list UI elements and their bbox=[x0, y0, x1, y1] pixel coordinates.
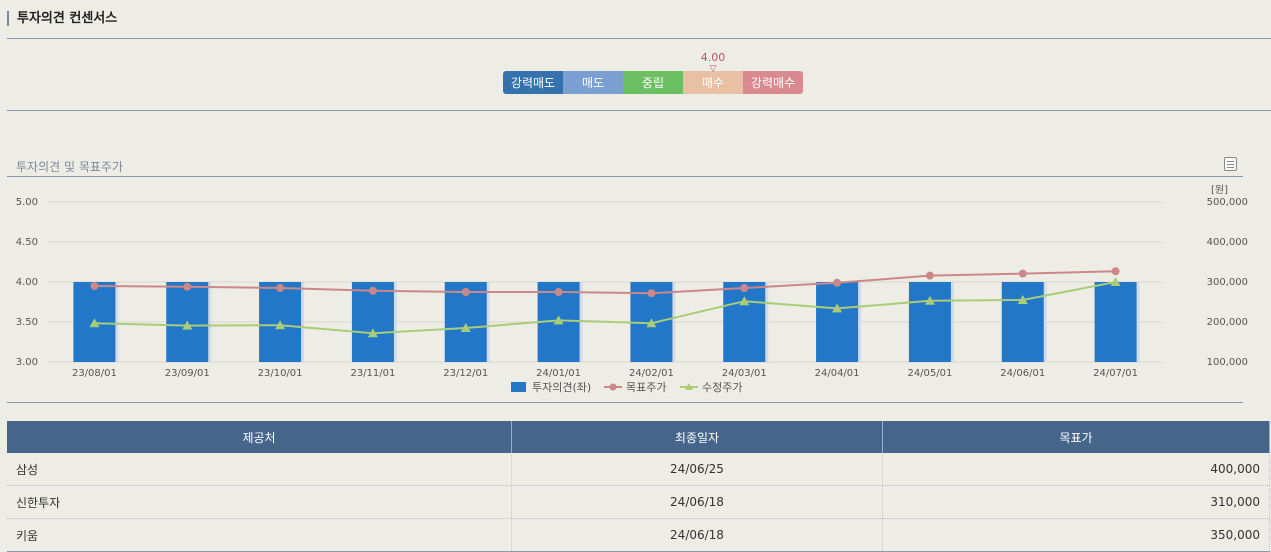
adjusted-price-point bbox=[739, 296, 750, 306]
table-row: 삼성 24/06/25 400,000 bbox=[7, 453, 1270, 486]
target-price-point bbox=[740, 284, 749, 292]
target-price-point bbox=[276, 284, 285, 292]
target-price-point bbox=[1111, 267, 1120, 276]
right-axis-tick-label: 200,000 bbox=[1207, 317, 1248, 328]
opinion-marker-icon: ▽ bbox=[709, 64, 717, 74]
adjusted-price-point bbox=[182, 320, 193, 330]
adjusted-price-point bbox=[646, 318, 657, 328]
adjusted-price-point bbox=[275, 320, 286, 330]
opinion-bar bbox=[1001, 282, 1044, 362]
adjusted-price-point bbox=[832, 303, 843, 313]
left-axis-tick-label: 3.00 bbox=[16, 357, 38, 368]
adjusted-price-point bbox=[1110, 277, 1121, 286]
right-axis-tick-label: 400,000 bbox=[1207, 237, 1248, 248]
opinion-bar bbox=[816, 282, 859, 362]
opinion-scale: 강력매도 매도 중립 매수 강력매수 bbox=[503, 71, 803, 94]
header-last-date: 최종일자 bbox=[511, 421, 883, 453]
adjusted-price-point bbox=[460, 323, 471, 332]
right-axis-unit: [원] bbox=[1211, 184, 1228, 196]
x-axis-tick-label: 24/01/01 bbox=[536, 368, 581, 379]
adjusted-price-point bbox=[924, 295, 935, 305]
x-axis-tick-label: 23/08/01 bbox=[72, 368, 117, 379]
opinion-segment: 중립 bbox=[623, 71, 683, 94]
opinion-segment: 매수 bbox=[683, 71, 743, 94]
legend-swatch-point bbox=[685, 383, 693, 390]
target-price-point bbox=[368, 286, 377, 295]
opinion-segment: 강력매수 bbox=[743, 71, 803, 94]
left-axis-tick-label: 4.00 bbox=[16, 277, 38, 288]
target-price-point bbox=[1018, 269, 1027, 278]
x-axis-tick-label: 24/05/01 bbox=[907, 368, 952, 379]
target-price-line bbox=[94, 270, 1116, 295]
target-price-cell: 400,000 bbox=[882, 453, 1270, 486]
chart-bottom-divider bbox=[7, 402, 1243, 403]
left-axis-tick-label: 3.50 bbox=[16, 317, 38, 328]
target-price-point bbox=[554, 288, 563, 296]
target-price-point bbox=[647, 289, 656, 298]
adjusted-price-point bbox=[367, 328, 378, 338]
header-target-price: 목표가 bbox=[882, 421, 1270, 453]
table-header-row: 제공처 최종일자 목표가 bbox=[7, 421, 1270, 453]
target-price-point bbox=[833, 278, 842, 287]
legend-label: 목표주가 bbox=[626, 381, 666, 394]
consensus-table: 제공처 최종일자 목표가 삼성 24/06/25 400,000 신한투자 24… bbox=[7, 421, 1270, 552]
header-provider: 제공처 bbox=[7, 421, 512, 453]
x-axis-tick-label: 24/06/01 bbox=[1000, 368, 1045, 379]
date-cell: 24/06/18 bbox=[511, 485, 883, 519]
opinion-bar bbox=[1094, 282, 1137, 362]
x-axis-tick-label: 24/07/01 bbox=[1093, 368, 1138, 379]
opinion-segment: 매도 bbox=[563, 71, 623, 94]
target-price-point bbox=[183, 282, 192, 291]
left-axis-tick-label: 5.00 bbox=[16, 197, 38, 208]
date-cell: 24/06/18 bbox=[511, 518, 883, 552]
provider-cell: 키움 bbox=[7, 518, 512, 552]
adjusted-price-point bbox=[553, 315, 564, 325]
scale-divider bbox=[7, 110, 1271, 111]
opinion-target-price-chart: 3.00 3.50 4.00 4.50 5.00 100,000 200,000 300,00… bbox=[16, 184, 1248, 394]
x-axis-tick-label: 24/03/01 bbox=[722, 368, 767, 379]
x-axis-tick-label: 24/02/01 bbox=[629, 368, 674, 379]
left-axis-tick-label: 4.50 bbox=[16, 237, 38, 248]
adjusted-price-line bbox=[94, 281, 1116, 335]
chart-section-title: 투자의견 및 목표주가 bbox=[16, 160, 123, 174]
target-price-cell: 350,000 bbox=[882, 518, 1270, 552]
right-axis-tick-label: 300,000 bbox=[1207, 277, 1248, 288]
legend-swatch-point bbox=[609, 383, 617, 391]
x-axis-tick-label: 23/12/01 bbox=[443, 368, 488, 379]
x-axis-tick-label: 23/10/01 bbox=[258, 368, 303, 379]
title-divider bbox=[7, 38, 1271, 39]
provider-cell: 삼성 bbox=[7, 453, 512, 486]
adjusted-price-point bbox=[89, 318, 100, 328]
document-icon[interactable] bbox=[1224, 157, 1237, 171]
table-row: 키움 24/06/18 350,000 bbox=[7, 518, 1270, 552]
opinion-bar bbox=[351, 282, 394, 362]
chart-title-divider bbox=[7, 176, 1243, 177]
target-price-point bbox=[461, 288, 470, 296]
x-axis-tick-label: 24/04/01 bbox=[815, 368, 860, 379]
opinion-bar bbox=[908, 282, 951, 362]
target-price-point bbox=[90, 282, 99, 290]
legend-swatch-bar bbox=[511, 382, 526, 392]
legend-label: 수정주가 bbox=[702, 381, 742, 394]
table-row: 신한투자 24/06/18 310,000 bbox=[7, 485, 1270, 519]
adjusted-price-point bbox=[1017, 295, 1028, 304]
provider-cell: 신한투자 bbox=[7, 485, 512, 519]
x-axis-tick-label: 23/09/01 bbox=[165, 368, 210, 379]
date-cell: 24/06/25 bbox=[511, 453, 883, 486]
section-title: 투자의견 컨센서스 bbox=[7, 11, 117, 26]
right-axis-tick-label: 500,000 bbox=[1207, 197, 1248, 208]
target-price-point bbox=[925, 271, 934, 280]
opinion-bar bbox=[723, 282, 766, 362]
opinion-current-value: 4.00 bbox=[700, 51, 726, 64]
legend-label: 투자의견(좌) bbox=[532, 381, 591, 394]
opinion-segment: 강력매도 bbox=[503, 71, 563, 94]
x-axis-tick-label: 23/11/01 bbox=[350, 368, 395, 379]
target-price-cell: 310,000 bbox=[882, 485, 1270, 519]
right-axis-tick-label: 100,000 bbox=[1207, 357, 1248, 368]
